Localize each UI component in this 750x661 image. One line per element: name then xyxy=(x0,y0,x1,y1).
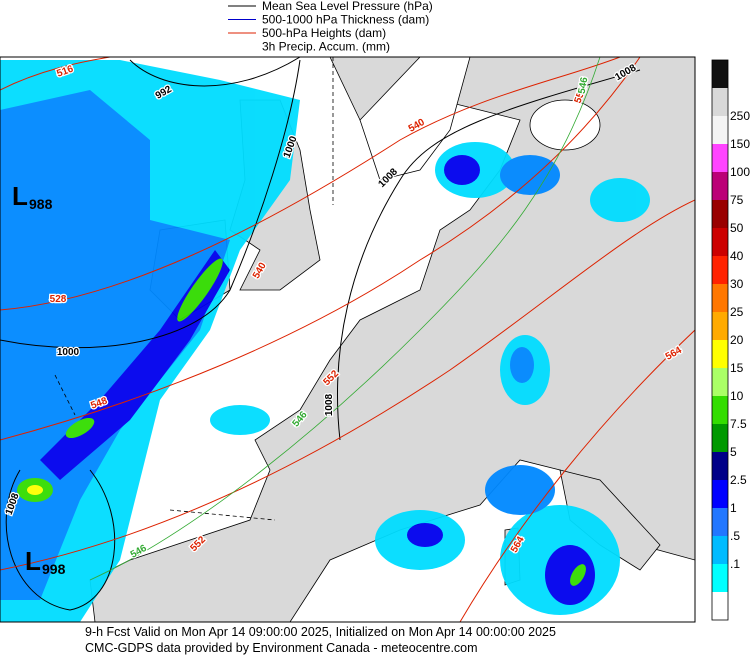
colorbar-label: 10 xyxy=(730,389,744,403)
legend-label: 500-1000 hPa Thickness (dam) xyxy=(262,13,429,27)
map-frame xyxy=(0,56,696,623)
precip-area xyxy=(407,523,443,547)
precip-area xyxy=(570,564,586,586)
colorbar-label: 30 xyxy=(730,277,744,291)
colorbar-bin xyxy=(712,592,728,620)
contours xyxy=(0,57,695,622)
colorbar-label: 2.5 xyxy=(730,473,747,487)
precip-area xyxy=(590,178,650,222)
colorbar: 250 150 100 75 50 40 30 25 20 15 10 7.5 5 2.5 1 .5 .1 xyxy=(711,59,750,621)
colorbar-bin xyxy=(712,116,728,144)
contour-label: 1008 xyxy=(324,393,335,416)
low-letter: L xyxy=(12,181,28,211)
precip-area xyxy=(444,155,480,185)
colorbar-label: 25 xyxy=(730,305,744,319)
colorbar-bin xyxy=(712,452,728,480)
legend-label: 500-hPa Heights (dam) xyxy=(262,26,386,40)
north-sea xyxy=(359,57,471,181)
precip-area xyxy=(27,485,43,495)
colorbar-label: 75 xyxy=(730,193,744,207)
precip-area xyxy=(210,405,270,435)
precip-area xyxy=(510,347,534,383)
height-line xyxy=(0,57,641,441)
colorbar-bin xyxy=(712,368,728,396)
border xyxy=(54,57,334,521)
colorbar-label: .5 xyxy=(730,529,740,543)
colorbar-bin xyxy=(712,172,728,200)
colorbar-bin xyxy=(712,340,728,368)
precipitation xyxy=(0,60,650,622)
height-line xyxy=(459,329,695,622)
colorbar-label: .1 xyxy=(730,557,740,571)
footer-line: 9-h Fcst Valid on Mon Apr 14 09:00:00 20… xyxy=(85,625,556,639)
colorbar-bin xyxy=(712,284,728,312)
precip-area xyxy=(177,258,223,322)
legend: Mean Sea Level Pressure (hPa)500-1000 hP… xyxy=(228,0,433,54)
colorbar-bin xyxy=(712,144,728,172)
colorbar-frame xyxy=(711,59,729,621)
height-line xyxy=(0,199,695,571)
low-letter: L xyxy=(25,546,41,576)
colorbar-label: 40 xyxy=(730,249,744,263)
colorbar-label: 5 xyxy=(730,445,737,459)
colorbar-bin xyxy=(712,200,728,228)
precip-area xyxy=(500,155,560,195)
isobar xyxy=(337,69,641,441)
colorbar-label: 15 xyxy=(730,361,744,375)
colorbar-bin xyxy=(712,536,728,564)
contour-label: 1000 xyxy=(57,347,80,358)
map xyxy=(0,57,695,622)
contour-label: 528 xyxy=(50,294,67,305)
colorbar-label: 20 xyxy=(730,333,744,347)
precip-area xyxy=(485,465,555,515)
colorbar-bin xyxy=(712,480,728,508)
colorbar-bin xyxy=(712,312,728,340)
baltic xyxy=(529,99,601,151)
colorbar-bin xyxy=(712,424,728,452)
footer-line: CMC-GDPS data provided by Environment Ca… xyxy=(85,641,478,655)
colorbar-label: 1 xyxy=(730,501,737,515)
isobar xyxy=(0,59,301,349)
colorbar-bin xyxy=(712,256,728,284)
colorbar-bin xyxy=(712,60,728,88)
colorbar-bin xyxy=(712,228,728,256)
isobar xyxy=(129,57,301,87)
thickness-line xyxy=(89,57,601,581)
colorbar-bin xyxy=(712,88,728,116)
height-line xyxy=(0,57,621,311)
colorbar-label: 100 xyxy=(730,165,750,179)
precip-area xyxy=(65,417,95,439)
legend-label: 3h Precip. Accum. (mm) xyxy=(262,40,390,54)
low-value: 988 xyxy=(29,196,53,212)
isobar xyxy=(5,469,116,611)
colorbar-bin xyxy=(712,564,728,592)
legend-label: Mean Sea Level Pressure (hPa) xyxy=(262,0,433,13)
colorbar-bin xyxy=(712,396,728,424)
colorbar-label: 150 xyxy=(730,137,750,151)
colorbar-label: 7.5 xyxy=(730,417,747,431)
colorbar-label: 250 xyxy=(730,109,750,123)
precip-area xyxy=(545,545,595,605)
contour-label: 546 xyxy=(577,76,591,95)
height-line xyxy=(0,57,111,91)
low-value: 998 xyxy=(42,561,66,577)
colorbar-label: 50 xyxy=(730,221,744,235)
colorbar-bin xyxy=(712,508,728,536)
